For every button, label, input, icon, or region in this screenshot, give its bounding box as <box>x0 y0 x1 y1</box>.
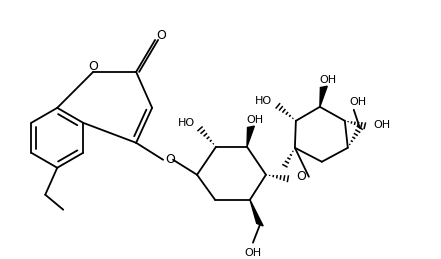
Text: OH: OH <box>244 248 262 258</box>
Text: HO: HO <box>254 96 272 106</box>
Text: O: O <box>296 170 306 183</box>
Text: O: O <box>88 60 98 73</box>
Polygon shape <box>320 86 327 107</box>
Text: OH: OH <box>247 115 264 125</box>
Polygon shape <box>250 200 263 226</box>
Text: O: O <box>156 30 166 42</box>
Text: OH: OH <box>319 75 336 85</box>
Polygon shape <box>247 126 254 147</box>
Text: HO: HO <box>177 118 194 128</box>
Text: OH: OH <box>373 120 390 130</box>
Text: O: O <box>165 153 175 166</box>
Text: OH: OH <box>349 97 366 107</box>
